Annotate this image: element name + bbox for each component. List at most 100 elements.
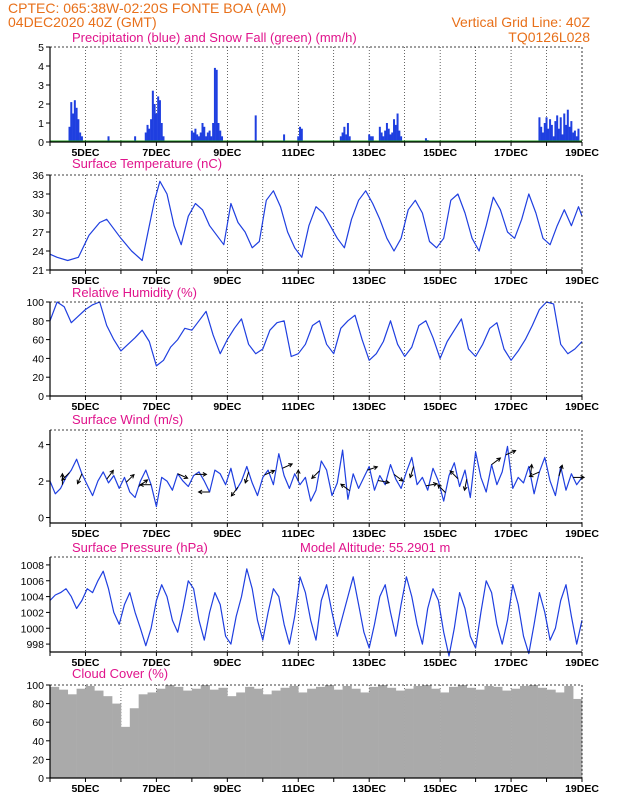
- precip-bar: [157, 96, 160, 142]
- cloud-bar: [546, 689, 556, 778]
- precip-bar: [559, 117, 562, 142]
- cloud-bar: [316, 686, 326, 778]
- y-tick-label: 100: [26, 297, 44, 309]
- x-tick-label: 11DEC: [282, 147, 316, 159]
- x-tick-label: 5DEC: [71, 275, 99, 287]
- wind-arrow-head: [432, 482, 438, 487]
- x-tick-label: 11DEC: [282, 528, 316, 540]
- precip-bar: [577, 128, 580, 142]
- x-tick-label: 17DEC: [494, 783, 528, 795]
- wind-arrow: [106, 470, 114, 480]
- precip-bar: [197, 136, 200, 142]
- x-tick-label: 11DEC: [282, 783, 316, 795]
- wind-arrow: [282, 463, 293, 469]
- cloud-bar: [245, 686, 255, 778]
- y-tick-label: 60: [32, 335, 44, 347]
- cloud-bar: [298, 692, 308, 778]
- x-tick-label: 7DEC: [142, 275, 170, 287]
- precip-bar: [206, 132, 209, 142]
- wind-arrow-head: [183, 474, 189, 479]
- x-tick-label: 11DEC: [282, 401, 316, 413]
- precip-bar: [565, 124, 568, 142]
- wind-arrow: [264, 470, 275, 476]
- precip-bar: [68, 126, 71, 142]
- cloud-bar: [67, 694, 77, 778]
- precip-bar: [543, 123, 546, 142]
- x-tick-label: 19DEC: [565, 528, 599, 540]
- cloud-bar: [413, 685, 423, 778]
- wind-arrow: [367, 466, 378, 471]
- precip-bar: [391, 132, 394, 142]
- cloud-bar: [94, 690, 104, 778]
- header-grid-line: Vertical Grid Line: 40Z: [451, 14, 590, 30]
- precip-bar: [134, 136, 137, 142]
- wind-arrow-head: [559, 464, 564, 470]
- wind-arrow: [61, 472, 70, 481]
- series-line: [49, 568, 583, 657]
- precip-bar: [210, 136, 213, 142]
- header-station: CPTEC: 065:38W-02:20S FONTE BOA (AM): [8, 0, 287, 16]
- precip-bar: [393, 119, 396, 142]
- y-tick-label: 20: [32, 372, 44, 384]
- cloud-bar: [564, 685, 574, 778]
- y-tick-label: 33: [32, 189, 44, 201]
- precip-bar: [107, 136, 110, 142]
- x-tick-label: 7DEC: [142, 401, 170, 413]
- wind-arrow: [77, 473, 83, 484]
- cloud-bar: [457, 685, 468, 778]
- cloud-bar: [174, 686, 184, 778]
- x-tick-label: 5DEC: [71, 783, 99, 795]
- cloud-bar: [120, 726, 131, 778]
- precip-bar: [371, 136, 374, 142]
- precip-bar: [369, 136, 372, 142]
- precip-bar: [72, 113, 75, 142]
- x-tick-label: 9DEC: [213, 528, 241, 540]
- precip-bar: [561, 134, 564, 142]
- cloud-bar: [289, 685, 299, 778]
- cloud-bar: [537, 687, 547, 778]
- precip-bar: [341, 132, 344, 142]
- cloud-bar: [324, 685, 335, 778]
- cloud-bar: [227, 696, 237, 778]
- x-tick-label: 17DEC: [494, 147, 528, 159]
- cloud-bar: [236, 692, 246, 778]
- wind-arrow: [409, 466, 415, 478]
- cloud-bar: [466, 687, 476, 778]
- wind-arrow: [529, 471, 540, 477]
- precip-bar: [345, 134, 348, 142]
- x-tick-label: 13DEC: [352, 147, 386, 159]
- precip-bar: [144, 132, 147, 142]
- cloud-bar: [519, 685, 530, 778]
- precip-bar: [153, 104, 156, 142]
- precip-bar: [547, 128, 550, 142]
- cloud-bar: [431, 688, 441, 778]
- cloud-bar: [386, 687, 397, 778]
- cloud-bar: [369, 686, 379, 778]
- wind-arrow: [125, 474, 135, 483]
- precip-bar: [199, 132, 202, 142]
- y-tick-label: 0: [38, 773, 44, 785]
- wind-arrow-head: [385, 479, 391, 485]
- cloud-bar: [209, 689, 219, 778]
- precip-bar: [396, 113, 399, 142]
- wind-arrow-head: [295, 469, 301, 474]
- cloud-bar: [475, 689, 485, 778]
- cloud-bar: [200, 685, 210, 778]
- series-line: [49, 445, 583, 508]
- wind-arrow: [491, 457, 501, 466]
- x-tick-label: 19DEC: [565, 401, 599, 413]
- y-tick-label: 3: [38, 80, 44, 92]
- wind-arrow: [437, 484, 446, 493]
- cloud-bar: [573, 698, 583, 778]
- precip-bar: [557, 128, 560, 142]
- precip-bar: [384, 130, 387, 142]
- wind-arrow: [530, 464, 533, 476]
- precip-bar: [215, 69, 218, 142]
- cloud-bar: [493, 686, 503, 778]
- x-tick-label: 17DEC: [494, 275, 528, 287]
- precip-bar: [148, 128, 151, 142]
- precip-bar: [77, 119, 80, 142]
- precip-bar: [297, 136, 300, 142]
- y-tick-label: 4: [38, 61, 44, 73]
- cloud-bar: [502, 690, 512, 778]
